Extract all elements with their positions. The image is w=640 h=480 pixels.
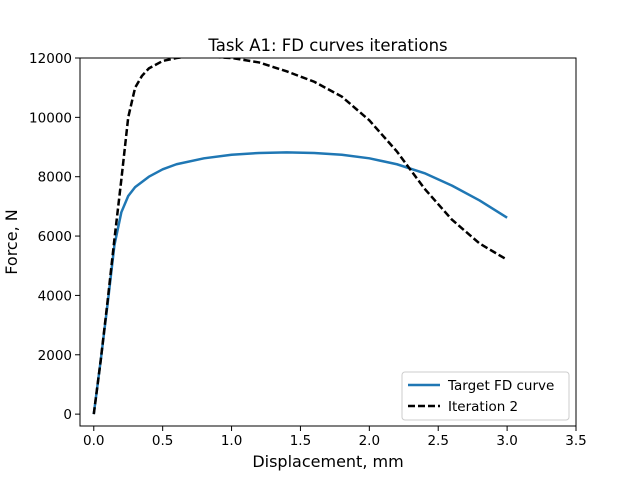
x-tick-label: 3.5 — [565, 433, 586, 449]
y-tick-label: 4000 — [38, 288, 72, 304]
x-tick-label: 1.0 — [221, 433, 242, 449]
x-tick-label: 3.0 — [496, 433, 517, 449]
x-axis-ticks: 0.0 0.5 1.0 1.5 2.0 2.5 3.0 3.5 — [83, 426, 587, 449]
y-axis-ticks: 0 2000 4000 6000 8000 10000 12000 — [29, 51, 80, 423]
series-layer — [92, 58, 508, 415]
x-tick-label: 2.5 — [427, 433, 448, 449]
y-tick-label: 6000 — [38, 229, 72, 245]
chart-title: Task A1: FD curves iterations — [207, 36, 447, 55]
x-tick-label: 1.5 — [290, 433, 311, 449]
series-line-iteration-2 — [92, 58, 508, 415]
y-tick-label: 12000 — [29, 51, 72, 67]
y-tick-label: 0 — [63, 407, 72, 423]
y-tick-label: 10000 — [29, 110, 72, 126]
x-tick-label: 2.0 — [359, 433, 380, 449]
y-tick-label: 2000 — [38, 348, 72, 364]
legend-label-target-fd-curve: Target FD curve — [447, 378, 554, 394]
plot-area — [79, 57, 577, 427]
legend: Target FD curve Iteration 2 — [401, 371, 570, 421]
y-tick-label: 8000 — [38, 170, 72, 186]
x-tick-label: 0.5 — [152, 433, 173, 449]
plot-frame — [79, 57, 577, 427]
legend-frame — [401, 371, 570, 421]
x-axis-label: Displacement, mm — [252, 452, 403, 471]
legend-label-iteration-2: Iteration 2 — [448, 399, 518, 415]
y-axis-label: Force, N — [2, 209, 21, 274]
x-tick-label: 0.0 — [83, 433, 104, 449]
